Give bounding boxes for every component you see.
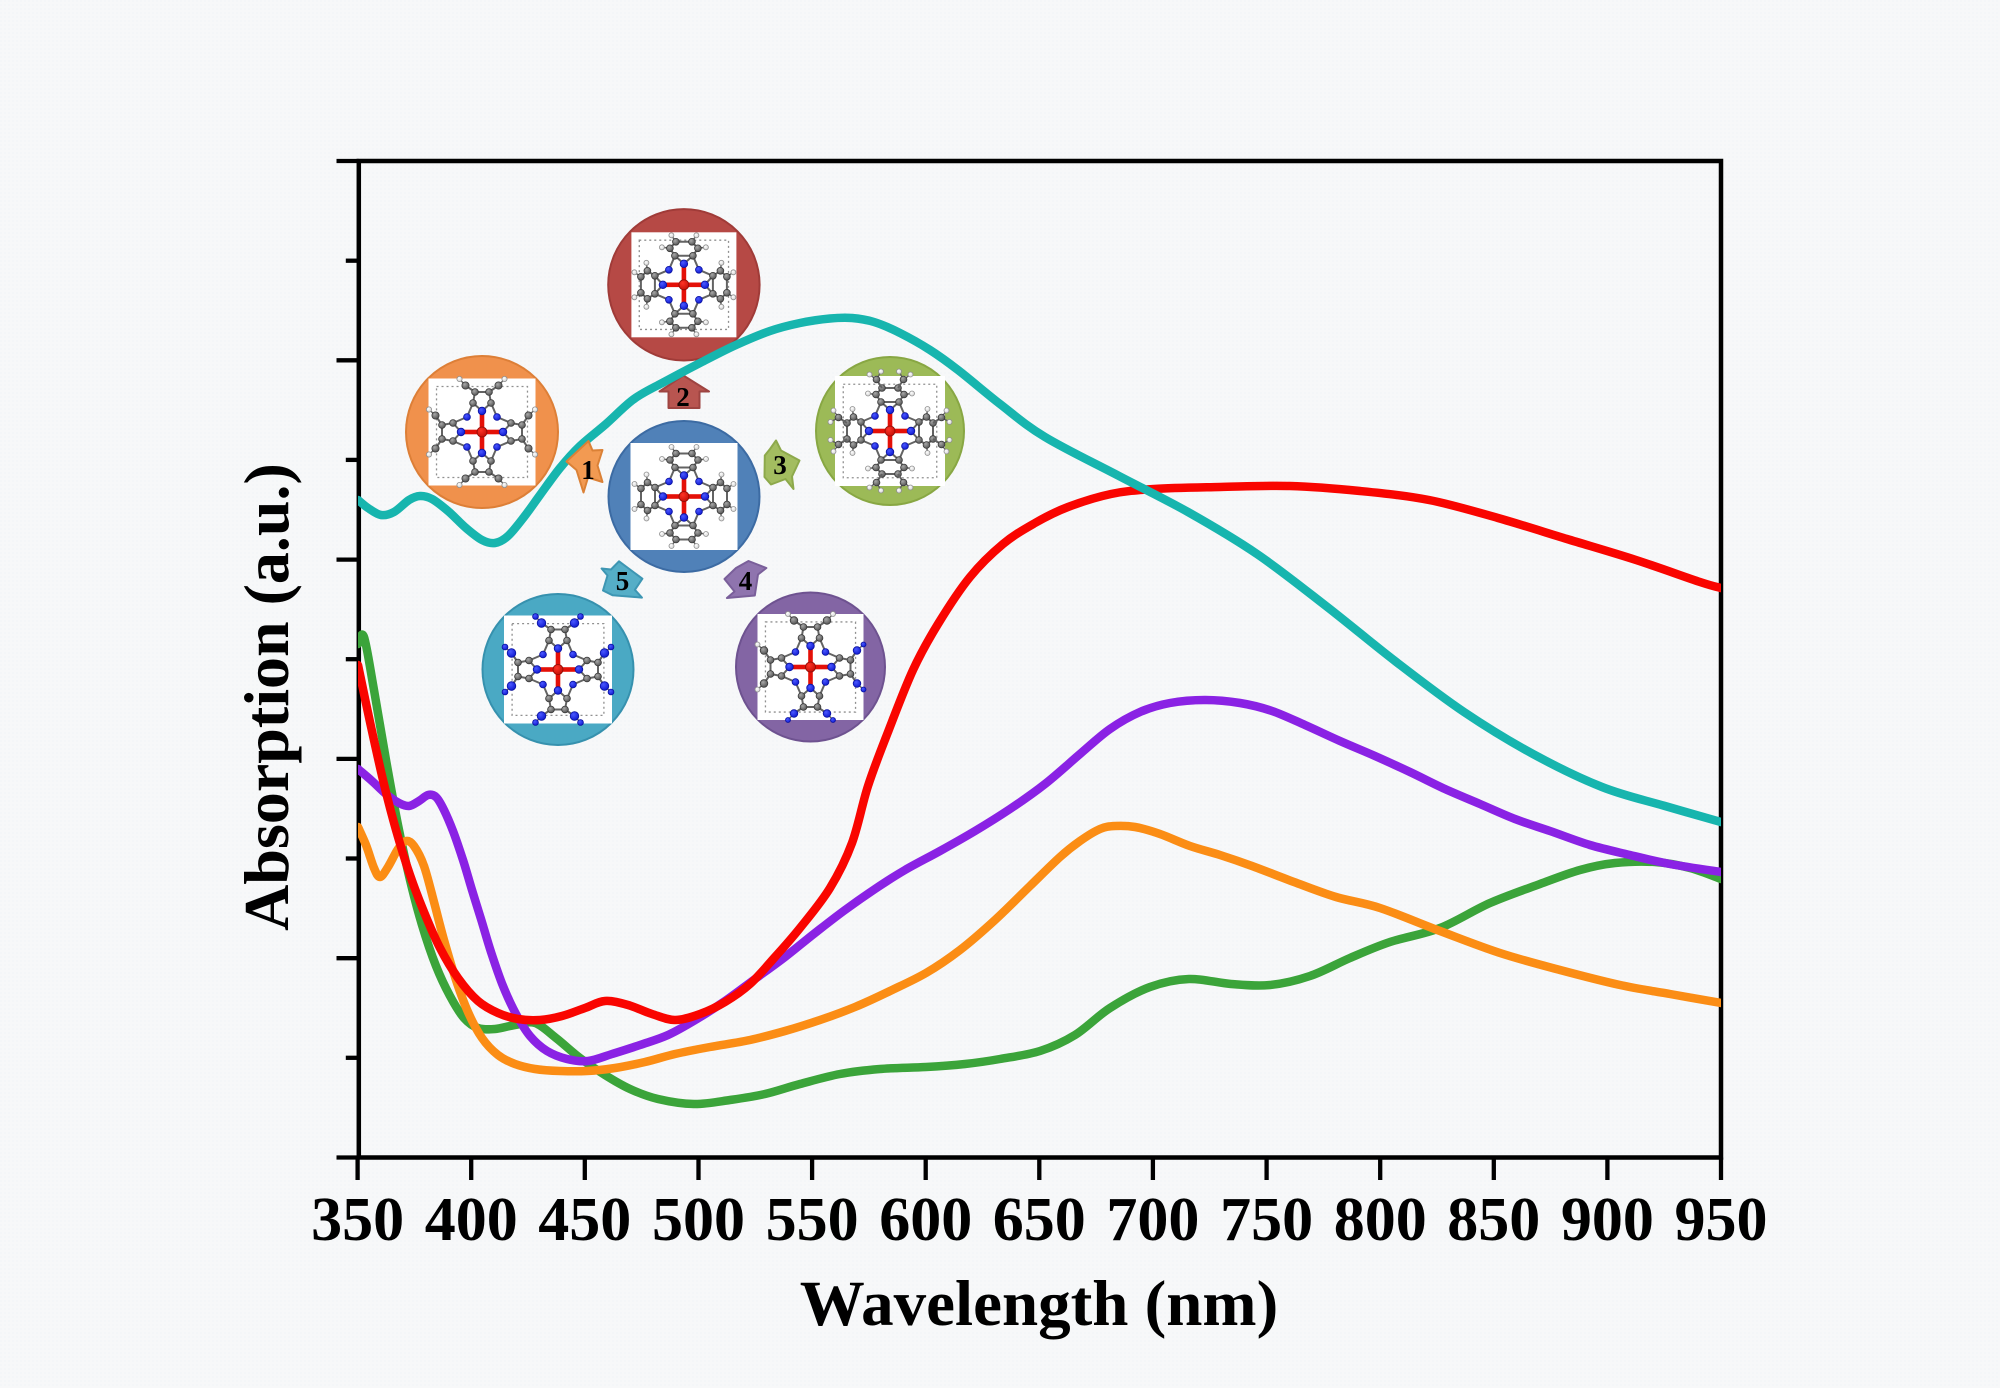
- svg-text:750: 750: [1220, 1186, 1313, 1254]
- svg-text:400: 400: [425, 1186, 518, 1254]
- svg-text:450: 450: [538, 1186, 631, 1254]
- svg-text:2: 2: [676, 382, 690, 412]
- svg-text:500: 500: [652, 1186, 745, 1254]
- svg-text:4: 4: [739, 566, 753, 596]
- svg-text:850: 850: [1447, 1186, 1540, 1254]
- svg-text:Absorption (a.u.): Absorption (a.u.): [231, 463, 302, 931]
- svg-text:900: 900: [1561, 1186, 1654, 1254]
- svg-text:Wavelength (nm): Wavelength (nm): [800, 1268, 1278, 1340]
- svg-text:700: 700: [1106, 1186, 1199, 1254]
- svg-text:650: 650: [993, 1186, 1086, 1254]
- svg-text:1: 1: [581, 455, 595, 485]
- svg-text:550: 550: [766, 1186, 859, 1254]
- svg-text:600: 600: [879, 1186, 972, 1254]
- svg-text:5: 5: [616, 566, 630, 596]
- svg-text:350: 350: [311, 1186, 404, 1254]
- svg-text:800: 800: [1334, 1186, 1427, 1254]
- svg-text:950: 950: [1675, 1186, 1768, 1254]
- svg-text:3: 3: [773, 450, 787, 480]
